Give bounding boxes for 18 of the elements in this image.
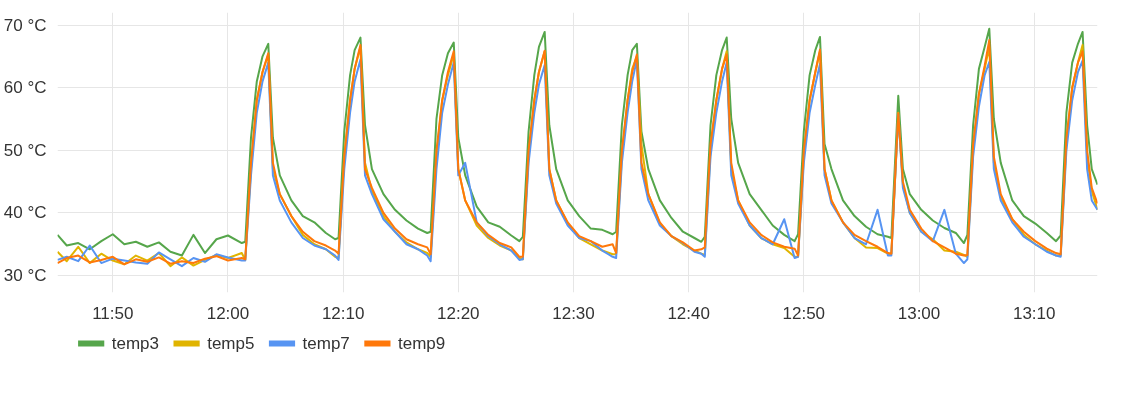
legend-label: temp9 <box>397 334 446 353</box>
x-tick-label: 13:10 <box>1012 303 1056 323</box>
x-tick-label: 13:00 <box>897 303 941 323</box>
x-tick-label: 11:50 <box>92 303 134 323</box>
y-tick-label: 70 °C <box>3 15 47 35</box>
x-tick-label: 12:50 <box>782 303 826 323</box>
y-tick-label: 40 °C <box>3 203 47 223</box>
x-tick-label: 12:00 <box>206 303 250 323</box>
legend-label: temp3 <box>111 334 159 353</box>
y-tick-label: 30 °C <box>3 266 47 286</box>
x-tick-label: 12:40 <box>667 303 710 323</box>
legend-label: temp7 <box>302 334 350 353</box>
x-tick-label: 12:10 <box>321 303 365 323</box>
y-tick-label: 60 °C <box>3 78 47 98</box>
x-tick-label: 12:30 <box>552 303 595 323</box>
x-tick-label: 12:20 <box>437 303 480 323</box>
legend-label: temp5 <box>207 334 255 353</box>
y-tick-label: 50 °C <box>3 140 47 160</box>
